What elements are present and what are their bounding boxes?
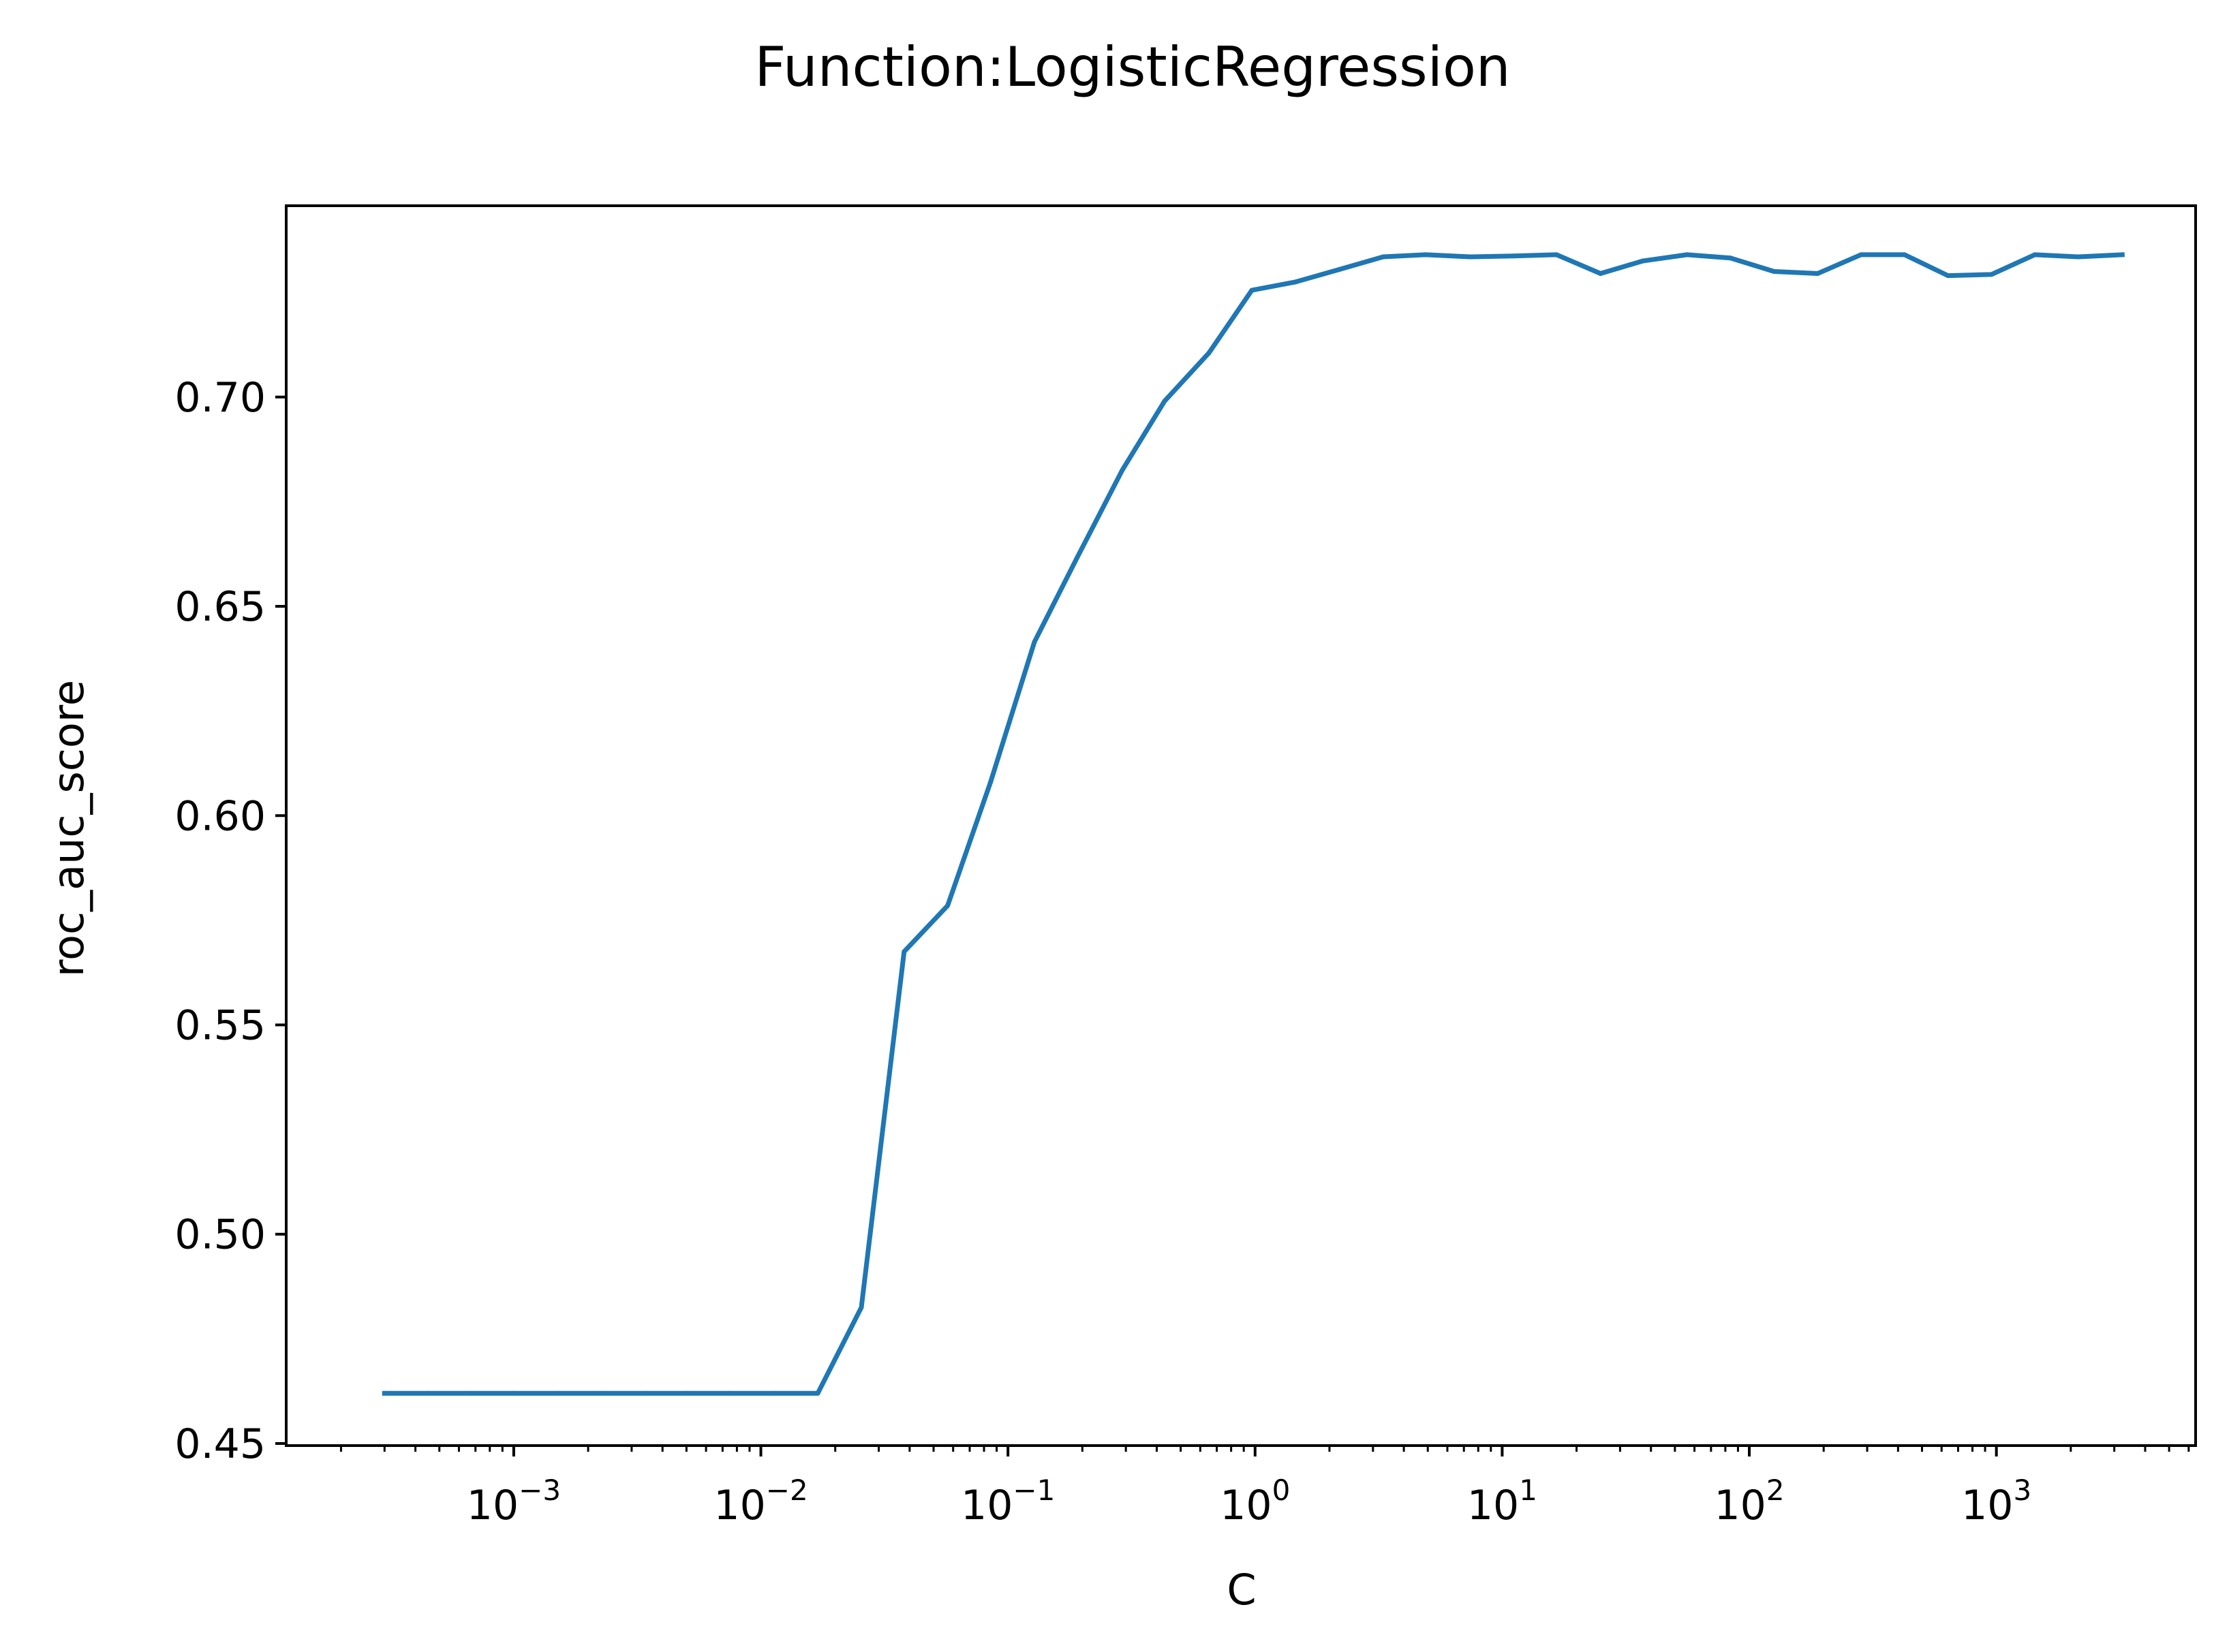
- y-tick-label: 0.45: [174, 1420, 266, 1468]
- data-point: [425, 1390, 431, 1396]
- data-point: [1858, 252, 1864, 258]
- data-point: [1946, 273, 1951, 279]
- series-layer: [382, 252, 2125, 1396]
- y-tick-label: 0.55: [174, 1001, 266, 1049]
- data-point: [1337, 266, 1342, 272]
- data-point: [555, 1390, 560, 1396]
- data-point: [727, 1390, 733, 1396]
- data-point: [1032, 639, 1037, 644]
- data-point: [1554, 252, 1559, 258]
- data-point: [683, 1390, 689, 1396]
- x-tick-label: 102: [1714, 1474, 1784, 1529]
- data-point: [1728, 255, 1734, 261]
- data-point: [945, 903, 951, 908]
- y-tick-label: 0.70: [174, 374, 266, 422]
- data-point: [2119, 252, 2125, 258]
- data-point: [511, 1390, 517, 1396]
- x-axis-ticks: 10−3 10−2 10−1 100 101 102 103: [339, 1446, 2190, 1529]
- chart-title: Function:LogisticRegression: [754, 35, 1510, 99]
- data-point: [1381, 254, 1386, 260]
- x-axis-label: C: [1227, 1565, 1256, 1615]
- y-axis-label: roc_auc_score: [44, 680, 93, 977]
- data-point: [1074, 555, 1079, 561]
- series-line: [382, 252, 2125, 1396]
- data-point: [382, 1390, 387, 1396]
- data-point: [1989, 272, 1995, 277]
- data-point: [1206, 350, 1212, 356]
- data-point: [468, 1390, 474, 1396]
- y-tick-label: 0.50: [174, 1211, 266, 1259]
- x-tick-label: 103: [1961, 1474, 2031, 1529]
- y-tick-label: 0.60: [174, 792, 266, 840]
- data-point: [1511, 253, 1516, 259]
- data-point: [2076, 254, 2081, 260]
- y-tick-label: 0.65: [174, 583, 266, 631]
- data-point: [643, 1390, 648, 1396]
- data-point: [771, 1390, 777, 1396]
- data-point: [1902, 252, 1907, 258]
- data-point: [988, 779, 994, 785]
- data-point: [1771, 268, 1777, 274]
- data-point: [815, 1390, 820, 1396]
- data-point: [1162, 399, 1167, 404]
- data-point: [1293, 279, 1298, 285]
- data-point: [1467, 254, 1473, 260]
- x-tick-label: 101: [1467, 1474, 1537, 1529]
- plot-area-frame: [285, 204, 2197, 1447]
- data-point: [1815, 271, 1820, 277]
- x-tick-label: 100: [1220, 1474, 1290, 1529]
- x-tick-label: 10−1: [961, 1474, 1055, 1529]
- data-point: [2032, 252, 2038, 258]
- data-point: [1249, 287, 1255, 293]
- data-point: [902, 949, 907, 954]
- data-point: [1685, 252, 1690, 258]
- x-tick-label: 10−3: [467, 1474, 561, 1529]
- data-point: [1120, 467, 1125, 473]
- data-point: [598, 1390, 604, 1396]
- data-point: [859, 1305, 864, 1310]
- data-point: [1640, 258, 1645, 264]
- data-point: [1423, 252, 1428, 258]
- data-point: [1598, 271, 1603, 277]
- x-tick-label: 10−2: [713, 1474, 808, 1529]
- y-axis-ticks: 0.45 0.50 0.55 0.60 0.65 0.70: [174, 374, 286, 1468]
